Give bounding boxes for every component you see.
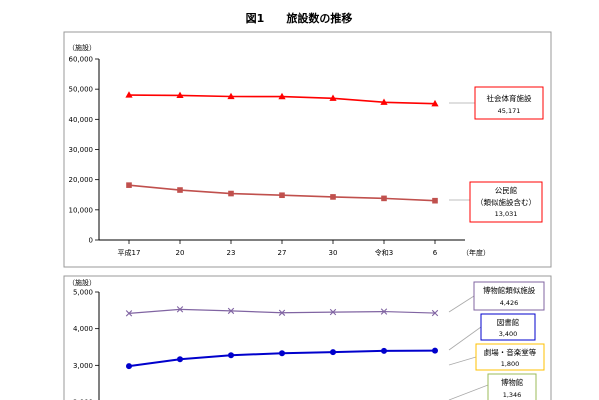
panel-1-series-0-point xyxy=(176,91,184,99)
panel-2-series-1-point xyxy=(279,350,285,357)
panel-2-series-1-point xyxy=(432,347,438,354)
panel-1-series xyxy=(125,91,439,204)
panel-1-y-tick-label: 20,000 xyxy=(69,176,94,184)
legend-box-kominkan-frame xyxy=(469,181,543,223)
panel-1-x-tick-label: 23 xyxy=(227,249,236,257)
legend-box-libraries-frame xyxy=(480,313,536,341)
panel-1-y-unit: （施設） xyxy=(68,43,96,52)
legend-value-libraries: 3,400 xyxy=(499,330,518,338)
panel-1-series-0-point xyxy=(125,91,133,98)
legend-box-theaters: 劇場・音楽堂等 1,800 xyxy=(448,343,545,371)
panel-2-series-1-point xyxy=(381,347,387,354)
panel-1-y-tick-label: 40,000 xyxy=(69,116,94,124)
legend-box-museums: 博物館 1,346 xyxy=(448,373,537,400)
legend-value-museum-like: 4,426 xyxy=(500,299,519,307)
panel-2-y-ticks: 2,000 3,000 4,000 5,000 xyxy=(73,289,99,400)
panel-1-y-tick-label: 50,000 xyxy=(69,86,94,94)
panel-2-series-1-point xyxy=(330,349,336,356)
panel-2-series-0-point xyxy=(278,309,286,316)
panel-2-y-tick-label: 3,000 xyxy=(73,362,93,370)
leader-line-theaters xyxy=(448,356,477,366)
panel-2-series-0-point xyxy=(227,307,235,315)
panel-1-x-tick-label: 30 xyxy=(329,249,338,257)
legend-value-theaters: 1,800 xyxy=(501,360,520,368)
legend-box-sports-facilities: 社会体育施設 45,171 xyxy=(449,86,544,120)
panel-1-y-tick-label: 30,000 xyxy=(69,146,94,154)
panel-1-frame xyxy=(63,31,552,268)
legend-box-museum-like: 博物館類似施設 4,426 xyxy=(448,281,545,313)
legend-label-kominkan-line2: （類似施設含む） xyxy=(476,197,536,207)
legend-box-community-centers: 公民館 （類似施設含む） 13,031 xyxy=(449,181,543,223)
panel-1-x-tick-label: 令和3 xyxy=(375,248,393,257)
legend-label-museums: 博物館 xyxy=(501,377,524,387)
legend-label-libraries: 図書館 xyxy=(497,317,520,327)
panel-2-series-0-point xyxy=(380,308,388,315)
panel-1-x-tick-label: 20 xyxy=(176,249,185,257)
figure-title: 図1 旅設数の推移 xyxy=(246,11,353,25)
panel-1-series-1-point xyxy=(228,190,234,197)
panel-2-series-1-point xyxy=(228,352,234,359)
panel-1-x-unit: （年度） xyxy=(462,248,490,257)
legend-value-kominkan: 13,031 xyxy=(495,210,518,218)
legend-box-museums-frame xyxy=(487,373,537,400)
panel-1-y-ticks: 0 10,000 20,000 30,000 40,000 50,000 60,000 xyxy=(69,56,99,245)
panel-2-y-unit: （施設） xyxy=(68,278,96,287)
panel-1-series-1-point xyxy=(279,192,285,199)
legend-label-museum-like: 博物館類似施設 xyxy=(483,285,536,295)
panel-2-series-0-point xyxy=(176,306,184,313)
panel-1-y-tick-label: 0 xyxy=(89,237,93,245)
legend-value-sports: 45,171 xyxy=(498,107,521,115)
panel-2-y-tick-label: 5,000 xyxy=(73,289,93,297)
panel-1-x-ticks: 平成17 20 23 27 30 令和3 6 xyxy=(118,240,438,257)
panel-1-series-0-point xyxy=(431,99,439,107)
legend-value-museums: 1,346 xyxy=(503,391,522,399)
legend-label-sports: 社会体育施設 xyxy=(487,93,532,103)
panel-1-series-0-point xyxy=(278,92,286,100)
panel-1-series-1-point xyxy=(126,182,132,188)
panel-2-series-0-point xyxy=(329,308,337,316)
legend-label-theaters: 劇場・音楽堂等 xyxy=(484,347,537,357)
panel-1-series-0-point xyxy=(329,94,337,101)
legend-box-theaters-frame xyxy=(475,343,545,371)
panel-1-series-0-point xyxy=(227,92,235,100)
panel-2-series-1-point xyxy=(126,363,132,370)
panel-2-y-tick-label: 4,000 xyxy=(73,325,93,333)
legend-label-kominkan: 公民館 xyxy=(495,185,518,195)
panel-2-series-1-point xyxy=(177,356,183,363)
panel-1-y-tick-label: 60,000 xyxy=(69,56,94,64)
legend-box-libraries: 図書館 3,400 xyxy=(448,313,536,351)
leader-line-museums xyxy=(448,384,489,400)
panel-1: （施設） 0 10,000 20,000 30,000 40,000 50,000 60,0… xyxy=(63,31,552,268)
panel-1-x-tick-label: 27 xyxy=(278,249,287,257)
panel-1-series-0-point xyxy=(380,98,388,105)
panel-2-series xyxy=(125,306,439,370)
panel-2-frame xyxy=(63,275,552,400)
panel-1-y-tick-label: 10,000 xyxy=(69,206,94,214)
panel-2-series-0-point xyxy=(125,310,133,317)
panel-1-x-tick-label: 6 xyxy=(433,249,438,257)
legend-box-museum-like-frame xyxy=(473,281,545,311)
panel-1-x-tick-label: 平成17 xyxy=(118,248,141,257)
leader-line-libraries xyxy=(448,326,482,351)
panel-1-series-1-point xyxy=(177,187,183,193)
legend-box-sports-frame xyxy=(474,86,544,120)
panel-2-y-tick-label: 2,000 xyxy=(73,399,93,400)
panel-1-series-1-point xyxy=(381,195,387,202)
leader-line-museum-like xyxy=(448,295,475,313)
panel-2-series-0-point xyxy=(431,309,439,317)
panel-1-series-1-point xyxy=(432,197,438,204)
panel-1-series-1-point xyxy=(330,194,336,200)
